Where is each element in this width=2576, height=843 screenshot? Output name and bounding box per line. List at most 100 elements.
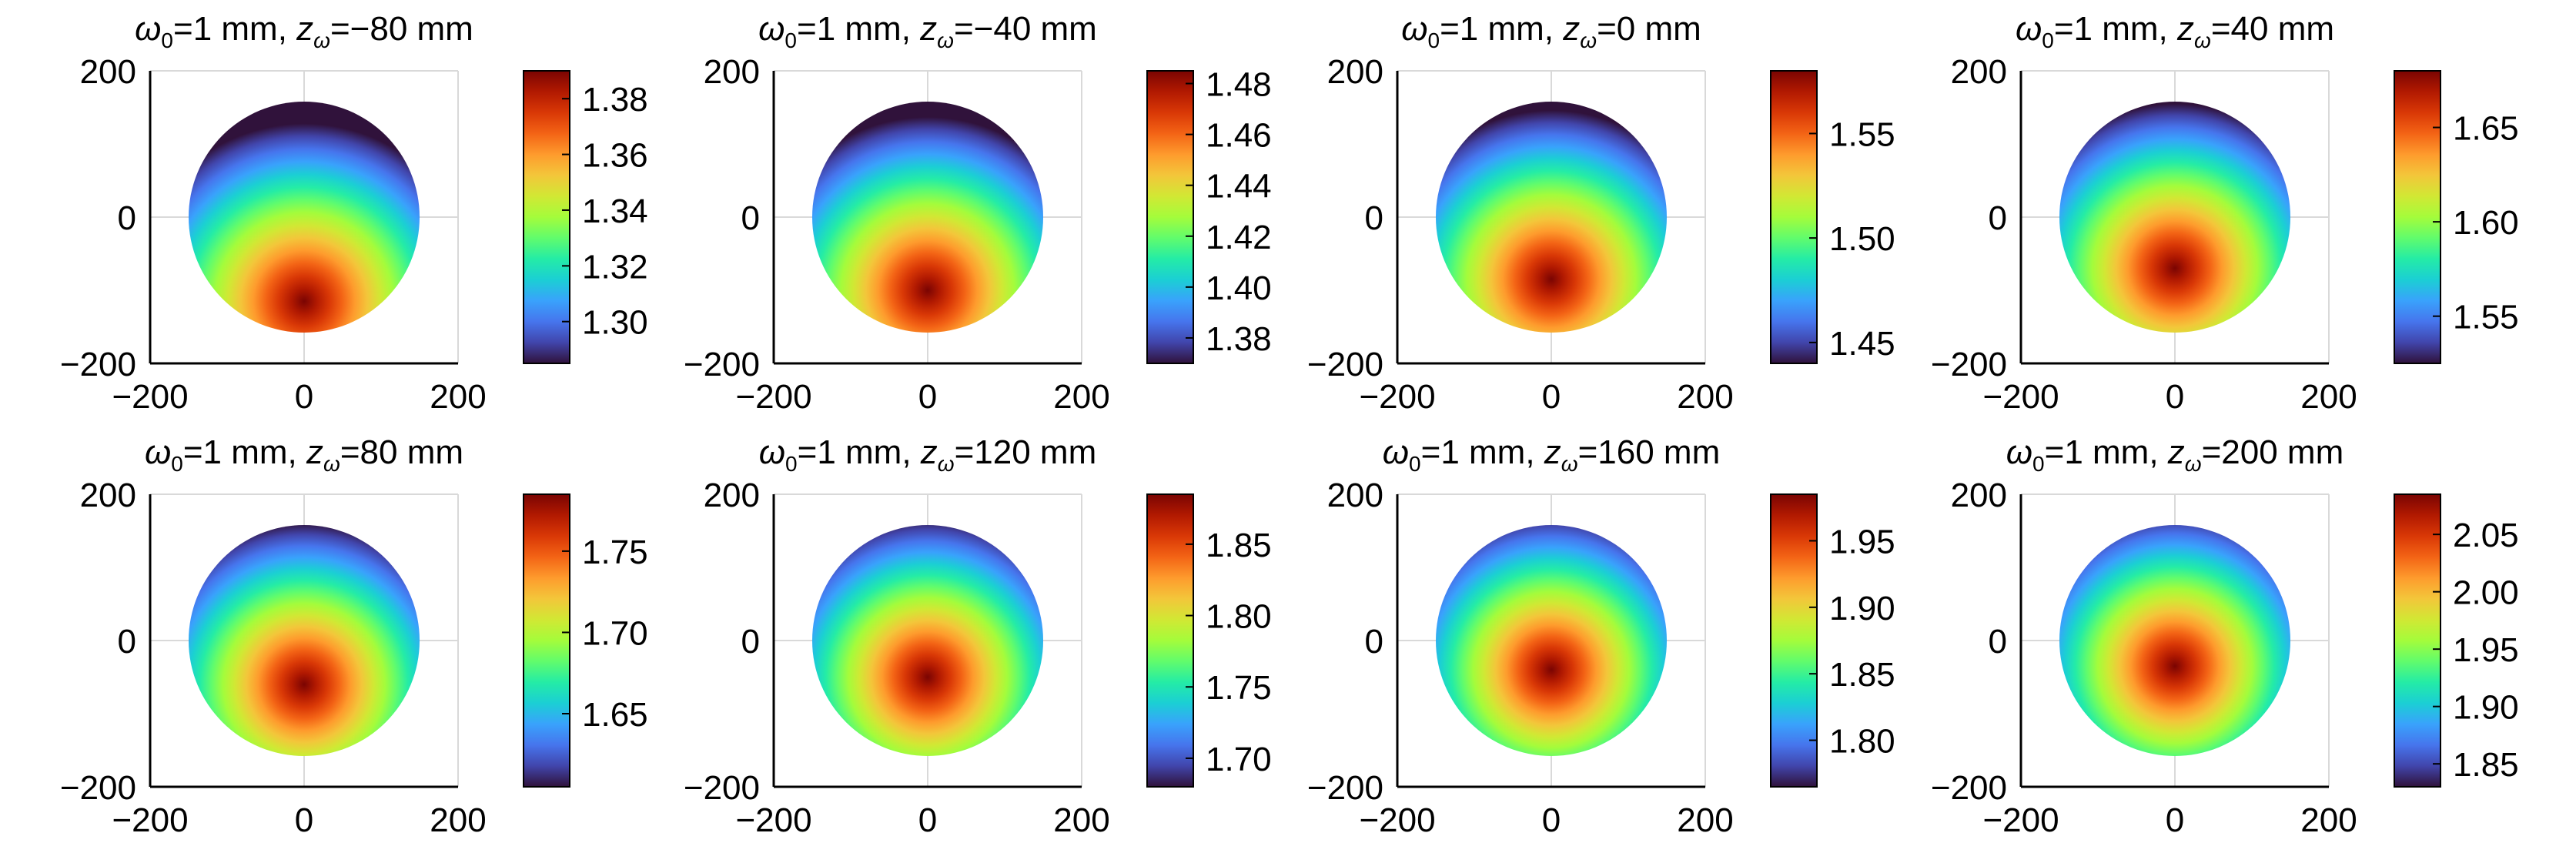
colorbar-tick-label: 1.85 <box>1206 527 1272 564</box>
y-tick-label: −200 <box>684 346 760 383</box>
heatmap-disk <box>189 102 420 333</box>
title-z: z <box>919 10 937 48</box>
colorbar-tick-label: 1.65 <box>582 696 648 734</box>
x-tick-label: −200 <box>735 378 811 416</box>
colorbar: 1.95 1.90 1.85 1.80 <box>1770 493 1895 788</box>
title-subscript-w: ω <box>323 452 340 476</box>
x-tick-label: 200 <box>1053 378 1109 416</box>
title-omega: ω <box>135 10 161 48</box>
y-tick-label: 200 <box>1951 53 2007 91</box>
y-tick-label: 200 <box>1327 53 1383 91</box>
colorbar-tick-label: 1.36 <box>582 137 648 175</box>
title-middle: =1 mm, <box>183 433 306 471</box>
subplot-title: ω0=1 mm, zω=80 mm <box>145 433 463 476</box>
y-tick-label: 0 <box>741 199 760 237</box>
title-middle: =1 mm, <box>1421 433 1544 471</box>
heatmap-disk <box>1436 102 1667 333</box>
colorbar-tick-label: 1.70 <box>582 614 648 652</box>
heatmap-disk <box>189 525 420 756</box>
colorbar-tick-label: 1.90 <box>2453 689 2519 727</box>
title-omega: ω <box>1401 10 1427 48</box>
title-suffix: =80 mm <box>340 433 463 471</box>
x-tick-label: −200 <box>1359 801 1435 839</box>
x-tick-label: 0 <box>2166 378 2184 416</box>
x-tick-label: 200 <box>430 378 486 416</box>
y-tick-label: −200 <box>1931 346 2007 383</box>
title-subscript-0: 0 <box>785 28 797 52</box>
colorbar-tick-label: 1.42 <box>1206 219 1272 256</box>
title-subscript-0: 0 <box>1409 452 1421 476</box>
colorbar-gradient <box>523 493 570 788</box>
title-suffix: =120 mm <box>955 433 1097 471</box>
heatmap-disk <box>812 102 1043 333</box>
colorbar-tick-label: 2.05 <box>2453 517 2519 554</box>
colorbar: 1.55 1.50 1.45 <box>1770 70 1895 364</box>
heatmap-field <box>1436 102 1667 333</box>
colorbar-tick-label: 1.95 <box>2453 631 2519 669</box>
x-tick-label: 0 <box>295 801 313 839</box>
heatmap-disk <box>2059 102 2290 333</box>
colorbar-tick-label: 1.60 <box>2453 204 2519 242</box>
x-tick-label: −200 <box>1982 378 2059 416</box>
x-tick-label: 0 <box>918 378 937 416</box>
title-omega: ω <box>2016 10 2042 48</box>
colorbar-tick-label: 1.46 <box>1206 117 1272 155</box>
heatmap-field <box>2059 102 2290 333</box>
colorbar-gradient <box>1770 70 1818 364</box>
title-subscript-0: 0 <box>171 452 183 476</box>
subplot-2: ω0=1 mm, zω=−40 mm−200 0 2002000−2001.481.… <box>684 10 1272 416</box>
title-omega: ω <box>758 10 785 48</box>
colorbar-gradient <box>1146 493 1194 788</box>
title-z: z <box>920 433 938 471</box>
colorbar-tick-label: 1.55 <box>2453 299 2519 336</box>
colorbar-tick-label: 1.95 <box>1829 523 1895 560</box>
y-tick-label: −200 <box>1931 769 2007 807</box>
subplot-title: ω0=1 mm, zω=200 mm <box>2006 433 2343 476</box>
y-tick-label: 200 <box>704 477 760 514</box>
heatmap-field <box>189 102 420 333</box>
title-omega: ω <box>759 433 785 471</box>
title-suffix: =−80 mm <box>330 10 473 48</box>
title-omega: ω <box>145 433 171 471</box>
x-tick-label: 200 <box>1677 378 1733 416</box>
y-tick-label: 200 <box>704 53 760 91</box>
title-subscript-0: 0 <box>1428 28 1440 52</box>
title-z: z <box>306 433 323 471</box>
y-tick-label: 0 <box>1989 199 2007 237</box>
title-middle: =1 mm, <box>798 433 921 471</box>
subplot-5: ω0=1 mm, zω=80 mm−200 0 2002000−2001.751.7… <box>60 433 648 839</box>
y-tick-label: 200 <box>1951 477 2007 514</box>
heatmap-field <box>812 102 1043 333</box>
title-middle: =1 mm, <box>797 10 920 48</box>
title-suffix: =40 mm <box>2211 10 2334 48</box>
title-middle: =1 mm, <box>2045 433 2168 471</box>
subplot-1: ω0=1 mm, zω=−80 mm−200 0 2002000−2001.381.… <box>60 10 648 416</box>
colorbar: 1.85 1.80 1.75 1.70 <box>1146 493 1272 788</box>
heatmap-disk <box>1436 525 1667 756</box>
title-suffix: =0 mm <box>1597 10 1701 48</box>
y-tick-label: 0 <box>118 199 136 237</box>
x-tick-label: 0 <box>2166 801 2184 839</box>
title-middle: =1 mm, <box>173 10 296 48</box>
y-tick-label: −200 <box>1307 769 1383 807</box>
colorbar-gradient <box>1770 493 1818 788</box>
x-tick-label: 200 <box>2300 378 2357 416</box>
y-tick-label: 0 <box>118 623 136 661</box>
heatmap-field <box>812 525 1043 756</box>
y-tick-label: 0 <box>1365 199 1383 237</box>
x-tick-label: 0 <box>1542 378 1561 416</box>
y-tick-label: 200 <box>80 477 136 514</box>
colorbar: 2.05 2.00 1.95 1.90 1.85 <box>2394 493 2519 788</box>
title-subscript-w: ω <box>1580 28 1597 52</box>
title-suffix: =200 mm <box>2202 433 2344 471</box>
colorbar-tick-label: 1.34 <box>582 192 648 230</box>
title-z: z <box>2176 10 2194 48</box>
colorbar-tick-label: 1.85 <box>2453 746 2519 784</box>
title-middle: =1 mm, <box>2054 10 2177 48</box>
colorbar-tick-label: 1.80 <box>1206 598 1272 636</box>
y-tick-label: 0 <box>1365 623 1383 661</box>
title-suffix: =−40 mm <box>954 10 1097 48</box>
title-suffix: =160 mm <box>1578 433 1721 471</box>
